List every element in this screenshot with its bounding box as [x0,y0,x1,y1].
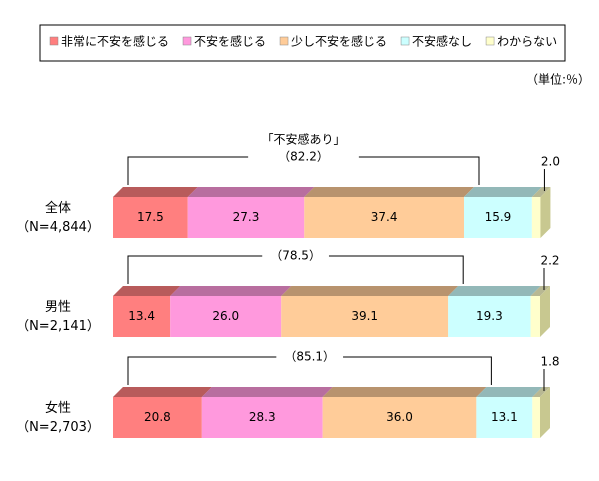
data-label: 20.8 [144,410,171,424]
data-label: 19.3 [476,309,503,323]
bar-top [322,387,487,397]
bar [113,197,188,238]
bar-top [530,286,550,296]
legend-label: 非常に不安を感じる [61,34,169,49]
legend-swatch [400,36,410,46]
bar-top [531,187,551,197]
legend-swatch [49,36,59,46]
bar-top-shade [531,187,551,197]
bar-top [170,286,292,296]
data-label: 37.4 [371,210,398,224]
category-note: （N=2,141） [16,319,100,334]
bar-top [113,286,181,296]
bar-top-shade [201,387,333,397]
bar-side [540,187,551,238]
bar [448,296,531,337]
legend-label: 不安を感じる [194,34,266,49]
legend-box [39,24,566,62]
bar-top [448,286,541,296]
data-label: 13.1 [491,410,518,424]
bar-side [540,286,550,337]
bracket-value-label: （82.2） [278,150,329,164]
data-label: 2.2 [540,254,559,268]
bar [170,296,282,337]
bracket-value-label: （78.5） [270,249,321,263]
category-note: （N=2,703） [16,420,100,435]
bar [530,296,540,337]
bar [113,397,202,438]
bar-top [113,387,212,397]
category-label: 男性 [45,300,71,315]
bar-top [201,387,333,397]
data-label: 27.3 [233,210,260,224]
category-note: （N=4,844） [16,220,100,235]
bar-top-shade [113,286,181,296]
bar-top-shade [476,387,543,397]
bar-top [304,187,474,197]
unit-note: （単位:％） [526,72,590,87]
data-label: 26.0 [212,309,239,323]
data-label: 2.0 [541,155,560,169]
bar-top-shade [304,187,474,197]
bar-top-shade [463,187,542,197]
data-label: 17.5 [137,210,164,224]
bar [281,296,449,337]
bar-top-shade [532,387,550,397]
bar-top [113,187,198,197]
bar-top-shade [170,286,292,296]
bar [187,197,305,238]
bracket [127,356,492,385]
legend-swatch [485,36,495,46]
bar [304,197,464,238]
bar-top-shade [113,187,198,197]
category-label: 女性 [45,400,71,416]
bar-top-shade [322,387,487,397]
bar-top [476,387,543,397]
bar-top [532,387,550,397]
bar-top-shade [113,387,212,397]
data-label: 15.9 [485,210,512,224]
data-label: 36.0 [386,410,413,424]
bar [531,197,541,238]
bar-top-shade [187,187,315,197]
bar [113,296,171,337]
bar-top-shade [281,286,459,296]
legend-label: 不安感なし [412,34,472,49]
bar [201,397,323,438]
legend-swatch [279,36,289,46]
bar-top [463,187,542,197]
bar-top-shade [448,286,541,296]
bar-top-shade [530,286,550,296]
bar-top [281,286,459,296]
legend-swatch [182,36,192,46]
bar-side [540,387,550,438]
data-label: 13.4 [128,309,155,323]
bracket [127,156,480,185]
bar [476,397,533,438]
bracket-title: 「不安感あり」 [261,132,345,147]
legend-label: 少し不安を感じる [291,34,387,49]
bar-top [187,187,315,197]
bar [463,197,532,238]
category-label: 全体 [45,200,71,216]
legend-label: わからない [497,35,557,49]
data-label: 28.3 [249,410,276,424]
bar [322,397,477,438]
data-label: 39.1 [351,309,378,323]
bracket-value-label: （85.1） [284,350,335,364]
bar [532,397,540,438]
bracket [127,255,464,284]
data-label: 1.8 [540,355,559,369]
